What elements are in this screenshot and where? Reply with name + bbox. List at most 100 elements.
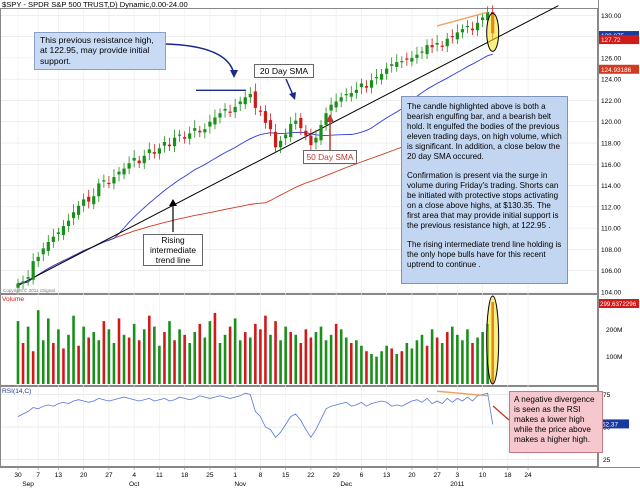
candle-body (364, 86, 369, 88)
volume-bar (16, 321, 20, 384)
candle-body (26, 277, 30, 279)
price-candle (117, 166, 121, 182)
volume-bar (228, 326, 232, 384)
volume-bar (122, 334, 126, 384)
price-tick-label: 106.00 (601, 268, 622, 275)
volume-bar (405, 343, 409, 384)
volume-bar (476, 337, 479, 384)
x-day-label: 22 (307, 472, 315, 479)
rsi-tag (599, 419, 629, 429)
candle-body (142, 155, 146, 164)
rsi-panel (0, 386, 598, 467)
price-candle (390, 57, 394, 73)
price-candle (309, 128, 313, 151)
volume-bar (259, 329, 262, 384)
volume-bar (451, 326, 454, 384)
volume-bar (87, 337, 90, 384)
candle-body (440, 45, 444, 47)
price-candle (16, 278, 20, 293)
candle-body (92, 196, 96, 205)
x-day-label: 7 (36, 472, 40, 479)
price-candle (395, 54, 399, 72)
candle-body (279, 140, 283, 148)
candle-body (243, 97, 247, 105)
price-candle (455, 24, 459, 45)
x-day-label: 4 (132, 472, 136, 479)
volume-tick-label: 200M (606, 327, 623, 334)
volume-bar (203, 337, 207, 384)
candle-body (395, 62, 399, 67)
volume-bar (279, 340, 282, 384)
sma50-label: 50 Day SMA (303, 150, 357, 164)
volume-tag (599, 299, 639, 308)
price-candle (21, 275, 25, 290)
candle-body (122, 168, 126, 175)
candle-body (455, 32, 459, 40)
price-candle (385, 62, 389, 80)
volume-bar (173, 340, 176, 384)
volume-bar (132, 323, 136, 384)
volume-bar (289, 332, 292, 384)
candle-analysis-note: The candle highlighted above is both a b… (401, 96, 568, 284)
candle-body (203, 129, 207, 133)
candle-body (253, 91, 257, 108)
x-month-label: Sep (22, 481, 34, 488)
volume-bar (107, 329, 111, 384)
price-candle (349, 86, 353, 102)
candle-body (450, 36, 454, 38)
resistance-note: This previous resistance high, at 122.95… (34, 32, 166, 70)
candle-body (329, 104, 333, 111)
volume-bar (339, 329, 343, 384)
volume-bar (274, 321, 277, 384)
candle-body (21, 281, 25, 284)
price-candle (137, 155, 141, 169)
volume-bar (299, 343, 303, 384)
price-candle (324, 107, 328, 131)
price-candle (435, 35, 439, 52)
volume-bar (213, 312, 217, 384)
price-candle (405, 52, 409, 66)
candle-body (324, 113, 328, 125)
volume-bar (294, 334, 298, 384)
volume-bar (82, 326, 85, 384)
volume-bar (319, 326, 323, 384)
candle-body (102, 180, 106, 182)
volume-bar (466, 329, 469, 384)
price-tick-label: 126.00 (601, 55, 622, 62)
price-tag-label: 127.72 (601, 37, 621, 44)
price-candle (188, 126, 192, 145)
x-day-label: 20 (408, 472, 416, 479)
volume-bar (254, 323, 257, 384)
volume-bar (41, 340, 45, 384)
resistance-arrow (165, 43, 235, 75)
candle-body (314, 137, 318, 143)
volume-bar (243, 332, 247, 384)
candle-body (147, 149, 151, 154)
sma20-label: 20 Day SMA (254, 64, 314, 78)
candle-body (481, 17, 485, 21)
sma20-arrow (285, 78, 294, 96)
volume-bar (218, 343, 222, 384)
candle-body (46, 241, 50, 252)
x-day-label: 18 (504, 472, 512, 479)
volume-bar (456, 334, 459, 384)
volume-bar (77, 345, 80, 384)
volume-title: Volume (2, 296, 24, 303)
volume-bar (344, 337, 348, 384)
price-candle (263, 105, 268, 129)
volume-bar (380, 351, 383, 384)
volume-bar (461, 340, 464, 384)
candle-body (178, 134, 182, 136)
candle-body (36, 256, 40, 262)
candle-body (294, 120, 298, 124)
price-candle (102, 174, 106, 188)
volume-bar (350, 343, 353, 384)
price-tick-label: 122.00 (601, 98, 622, 105)
price-candle (203, 123, 207, 139)
price-candle (253, 83, 257, 115)
price-candle (127, 156, 131, 175)
volume-bar (183, 334, 186, 384)
candle-body (390, 64, 394, 66)
candle-body (354, 89, 358, 94)
price-candle (294, 112, 298, 130)
